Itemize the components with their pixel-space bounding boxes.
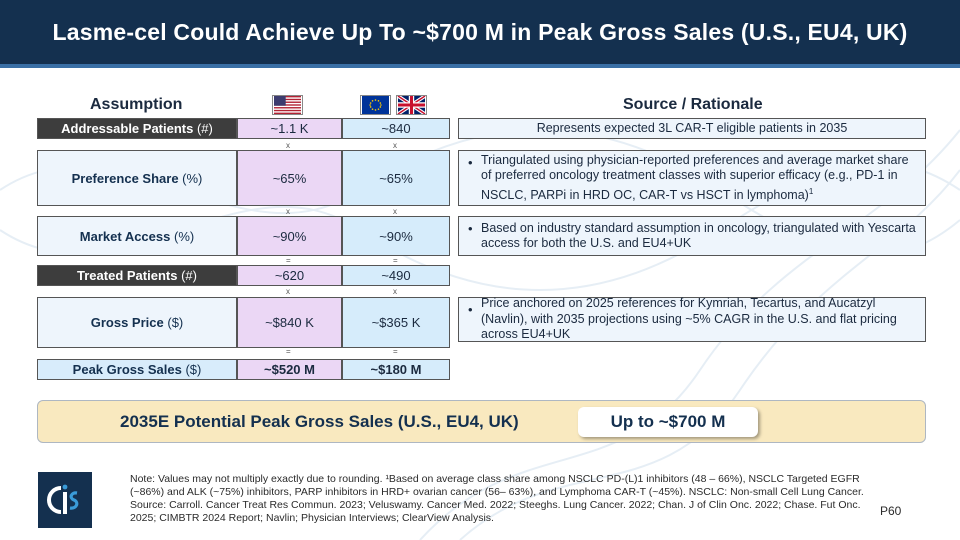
us-peak-gross-sales: ~$520 M (237, 359, 342, 380)
source-preference-share-text: Triangulated using physician-reported pr… (481, 153, 917, 204)
eu-market-access: ~90% (342, 216, 450, 256)
footnote-marker: 1 (808, 186, 814, 196)
row-label-text: Addressable Patients (61, 121, 194, 136)
row-unit-text: (#) (181, 268, 197, 283)
us-market-access: ~90% (237, 216, 342, 256)
us-treated-patients: ~620 (237, 265, 342, 286)
row-gross-price-label: Gross Price ($) (37, 297, 237, 348)
source-gross-price: Price anchored on 2025 references for Ky… (458, 296, 926, 342)
assumption-header: Assumption (90, 96, 183, 113)
row-unit-text: (%) (182, 170, 203, 186)
operator-eu-3: = (393, 256, 398, 265)
row-addressable-patients-label: Addressable Patients (#) (37, 118, 237, 139)
us-gross-price: ~$840 K (237, 297, 342, 348)
page-number: P60 (880, 504, 902, 518)
eu-peak-gross-sales: ~$180 M (342, 359, 450, 380)
row-label-text: Market Access (79, 228, 171, 244)
operator-eu-2: x (393, 207, 397, 216)
title-bar: Lasme-cel Could Achieve Up To ~$700 M in… (0, 0, 960, 68)
page-title: Lasme-cel Could Achieve Up To ~$700 M in… (52, 18, 908, 45)
eu-preference-share: ~65% (342, 150, 450, 206)
row-unit-text: (%) (173, 228, 195, 244)
row-label-text: Peak Gross Sales (72, 362, 182, 377)
row-unit-text: ($) (167, 315, 184, 330)
uk-flag-icon (396, 95, 427, 115)
row-preference-share-label: Preference Share (%) (37, 150, 237, 206)
operator-eu-5: = (393, 347, 398, 356)
operator-us-1: x (286, 141, 290, 150)
row-unit-text: (#) (196, 121, 213, 136)
operator-us-5: = (286, 347, 291, 356)
source-addressable-patients: Represents expected 3L CAR-T eligible pa… (458, 118, 926, 139)
eu-flag-icon (360, 95, 391, 115)
row-unit-text: ($) (185, 362, 202, 377)
source-market-access: Based on industry standard assumption in… (458, 216, 926, 256)
operator-us-2: x (286, 207, 290, 216)
us-flag-icon (272, 95, 303, 115)
eu-treated-patients: ~490 (342, 265, 450, 286)
summary-label: 2035E Potential Peak Gross Sales (U.S., … (120, 412, 519, 431)
operator-eu-1: x (393, 141, 397, 150)
row-market-access-label: Market Access (%) (37, 216, 237, 256)
operator-us-3: = (286, 256, 291, 265)
source-header: Source / Rationale (623, 96, 763, 113)
summary-banner: 2035E Potential Peak Gross Sales (U.S., … (37, 400, 926, 443)
row-label-text: Preference Share (71, 170, 179, 186)
us-addressable-patients: ~1.1 K (237, 118, 342, 139)
row-label-text: Gross Price (90, 315, 164, 330)
source-text: Triangulated using physician-reported pr… (481, 152, 909, 202)
row-treated-patients-label: Treated Patients (#) (37, 265, 237, 286)
eu-addressable-patients: ~840 (342, 118, 450, 139)
cis-logo (38, 472, 92, 528)
row-peak-gross-sales-label: Peak Gross Sales ($) (37, 359, 237, 380)
source-preference-share: Triangulated using physician-reported pr… (458, 150, 926, 206)
footnote-text: Note: Values may not multiply exactly du… (130, 473, 864, 524)
us-preference-share: ~65% (237, 150, 342, 206)
operator-us-4: x (286, 287, 290, 296)
logo-mark-icon (47, 484, 79, 514)
row-label-text: Treated Patients (77, 268, 178, 283)
eu-gross-price: ~$365 K (342, 297, 450, 348)
operator-eu-4: x (393, 287, 397, 296)
summary-value: Up to ~$700 M (578, 407, 758, 437)
